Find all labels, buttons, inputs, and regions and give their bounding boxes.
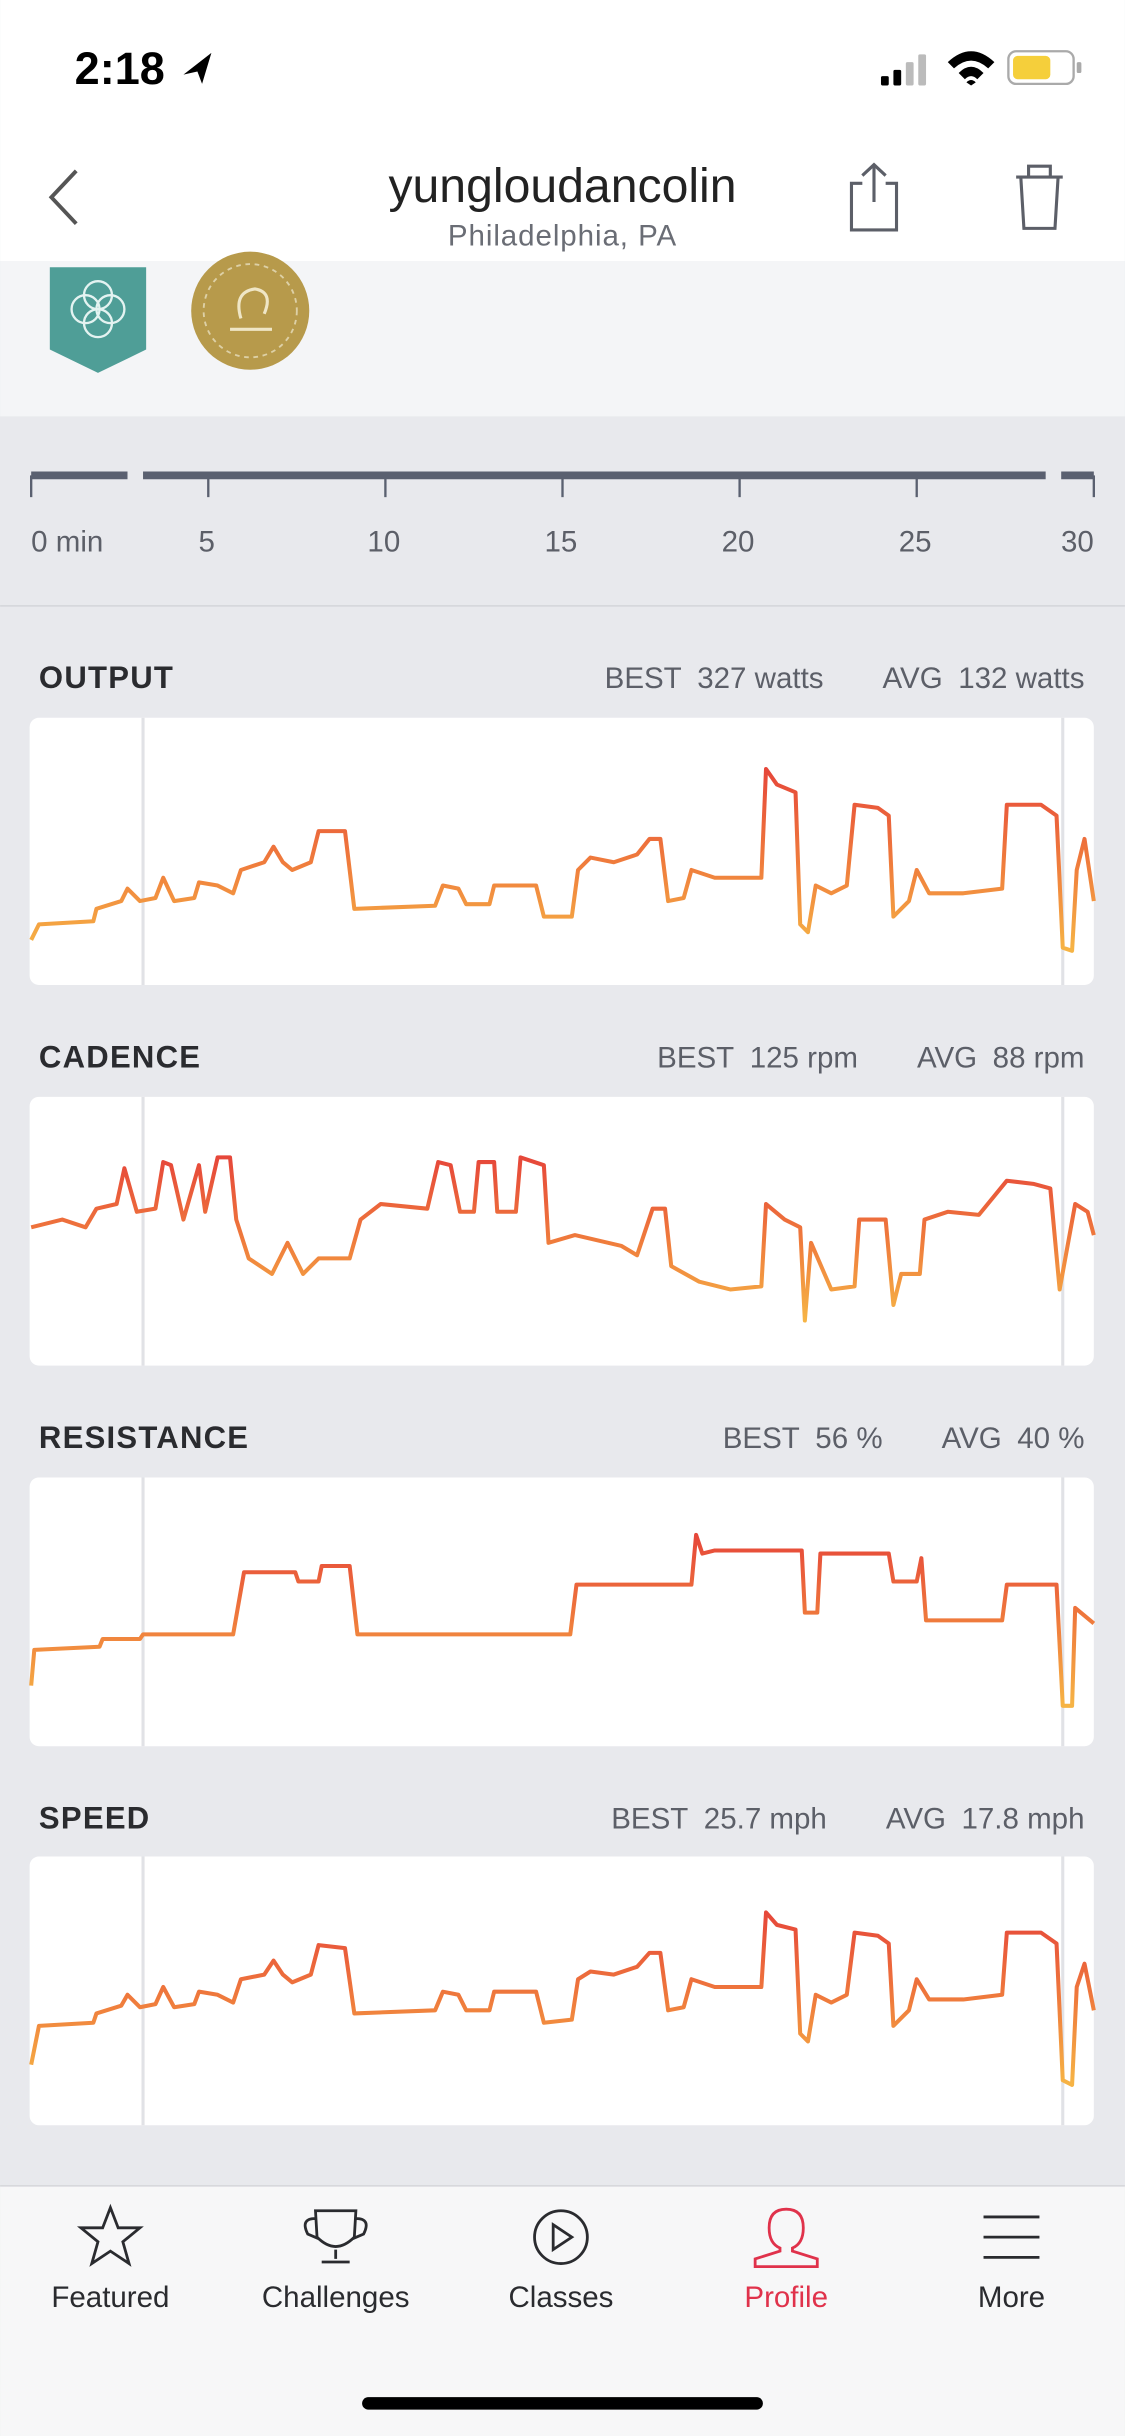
avg-value: 17.8 mph [961, 1803, 1084, 1836]
metric-name: CADENCE [39, 1039, 201, 1074]
delete-button[interactable] [1016, 164, 1063, 230]
avg-value: 132 watts [958, 662, 1084, 695]
avg-value: 40 % [1017, 1422, 1084, 1455]
timeline-label: 30 [1061, 526, 1094, 559]
badge [49, 267, 147, 373]
metric-name: OUTPUT [39, 660, 174, 695]
avg-label: AVG [942, 1422, 1002, 1455]
tab[interactable]: More [978, 2215, 1045, 2314]
tab-icon [753, 2207, 819, 2269]
share-button[interactable] [849, 162, 899, 232]
tab[interactable]: Profile [744, 2207, 828, 2314]
badges-area [0, 261, 1125, 417]
avg-label: AVG [883, 662, 943, 695]
tab-icon [983, 2215, 1040, 2259]
best-value: 125 rpm [750, 1041, 858, 1074]
tab[interactable]: Classes [508, 2209, 613, 2314]
timeline-label: 15 [545, 526, 578, 559]
metric-name: RESISTANCE [39, 1420, 249, 1455]
timeline-label: 10 [367, 526, 400, 559]
chart-line [29, 766, 1096, 953]
best-label: BEST [723, 1422, 800, 1455]
avg-label: AVG [886, 1803, 946, 1836]
chart-line [29, 1532, 1096, 1708]
metric-section: OUTPUT BEST 327 watts AVG 132 watts [29, 660, 1096, 985]
tab-label[interactable]: Classes [508, 2281, 613, 2314]
avg-value: 88 rpm [993, 1041, 1085, 1074]
chart-box [29, 717, 1094, 985]
tab-label[interactable]: Featured [51, 2281, 169, 2314]
tab[interactable]: Challenges [262, 2209, 410, 2314]
timeline-label: 0 min [31, 526, 103, 559]
best-value: 56 % [815, 1422, 882, 1455]
back-button[interactable] [48, 169, 78, 226]
tab-label[interactable]: Profile [744, 2281, 828, 2314]
status-time: 2:18 [75, 43, 165, 94]
profile-location: Philadelphia, PA [448, 219, 677, 252]
tab-icon [76, 2203, 144, 2267]
tab[interactable]: Featured [51, 2203, 169, 2314]
tab-label[interactable]: More [978, 2281, 1045, 2314]
chart-line [29, 1910, 1096, 2087]
badge-icon [70, 280, 126, 339]
tab-label[interactable]: Challenges [262, 2281, 410, 2314]
best-label: BEST [605, 662, 682, 695]
battery-icon [1007, 50, 1082, 86]
badge-icon [202, 263, 298, 359]
timeline-label: 25 [899, 526, 932, 559]
top-bar [0, 0, 1125, 261]
metric-section: SPEED BEST 25.7 mph AVG 17.8 mph [29, 1801, 1096, 2126]
metric-section: RESISTANCE BEST 56 % AVG 40 % [29, 1420, 1096, 1747]
signal-icon [880, 54, 927, 86]
chart-line [30, 1155, 1096, 1323]
chart-box [29, 1096, 1094, 1366]
avg-label: AVG [917, 1041, 977, 1074]
chart-box [29, 1477, 1094, 1747]
tab-icon [533, 2209, 589, 2265]
metric-name: SPEED [39, 1801, 151, 1836]
timeline: 0 min 5 10 15 20 25 30 [30, 471, 1095, 559]
profile-name: yungloudancolin [388, 159, 736, 213]
badge [191, 251, 310, 370]
location-icon [183, 52, 212, 84]
badge-icon [230, 287, 272, 331]
timeline-label: 20 [722, 526, 755, 559]
tab-icon [551, 2222, 575, 2253]
metric-section: CADENCE BEST 125 rpm AVG 88 rpm [29, 1039, 1096, 1366]
wifi-icon [947, 51, 995, 86]
best-label: BEST [611, 1803, 688, 1836]
best-value: 25.7 mph [704, 1803, 827, 1836]
best-label: BEST [657, 1041, 734, 1074]
tab-bar [0, 2185, 1125, 2436]
tab-icon [303, 2209, 368, 2264]
chart-box [29, 1856, 1094, 2126]
best-value: 327 watts [697, 662, 823, 695]
timeline-label: 5 [199, 526, 215, 559]
